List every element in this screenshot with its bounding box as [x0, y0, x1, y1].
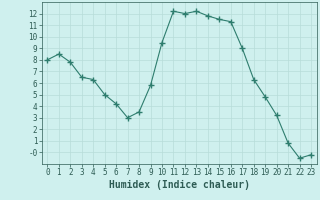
- X-axis label: Humidex (Indice chaleur): Humidex (Indice chaleur): [109, 180, 250, 190]
